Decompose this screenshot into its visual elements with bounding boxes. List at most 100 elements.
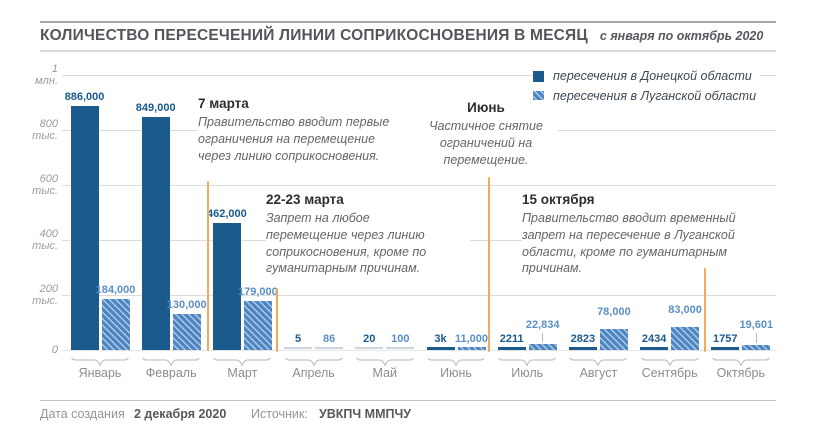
month-label: Сентябрь xyxy=(641,366,698,380)
month-label: Январь xyxy=(78,366,122,380)
annotation-22-23-march: 22-23 марта Запрет на любое перемещение … xyxy=(266,192,470,286)
page-title: КОЛИЧЕСТВО ПЕРЕСЕЧЕНИЙ ЛИНИИ СОПРИКОСНОВ… xyxy=(40,27,588,44)
bar-donetsk xyxy=(212,222,241,350)
bar-donetsk xyxy=(640,347,669,350)
month-label: Август xyxy=(579,366,618,380)
event-timeline-line xyxy=(703,268,707,352)
legend-item-luhansk: пересечения в Луганской области xyxy=(533,86,756,106)
gridline xyxy=(62,294,776,296)
gridline xyxy=(62,74,776,76)
value-label-luhansk: 130,000 xyxy=(166,299,207,312)
month-brace-icon xyxy=(356,355,414,367)
month-brace-icon xyxy=(284,355,343,367)
annotation-text: Запрет на любое перемещение через линию … xyxy=(266,211,427,276)
value-label-luhansk: 184,000 xyxy=(95,284,136,297)
bar-luhansk xyxy=(172,314,201,350)
value-label-donetsk: 886,000 xyxy=(64,91,105,104)
legend-label: пересечения в Донецкой области xyxy=(553,69,752,83)
value-label-donetsk: 2434 xyxy=(641,333,667,345)
zero-bar-marker xyxy=(315,347,344,349)
month-brace-icon xyxy=(498,355,556,367)
legend-swatch-solid-icon xyxy=(533,70,544,82)
annotation-text: Правительство вводит временный запрет на… xyxy=(522,211,736,276)
annotation-date: 15 октября xyxy=(522,192,595,207)
footer-rule xyxy=(40,400,776,401)
annotation-text: Правительство вводит первые ограничения … xyxy=(198,115,390,163)
month-brace-icon xyxy=(427,355,485,367)
value-label-luhansk: 86 xyxy=(322,333,336,345)
value-label-donetsk: 462,000 xyxy=(207,207,247,220)
bar-luhansk xyxy=(528,343,557,350)
legend-swatch-hatched-icon xyxy=(533,90,544,102)
value-label-luhansk: 78,000 xyxy=(597,305,631,318)
value-label-donetsk: 1757 xyxy=(713,333,738,345)
y-axis-tick-label: 400 тыс. xyxy=(32,228,58,252)
value-label-donetsk: 5 xyxy=(295,333,302,345)
bar-donetsk xyxy=(568,347,597,350)
event-timeline-line xyxy=(487,177,491,352)
value-label-luhansk: 83,000 xyxy=(668,304,702,317)
annotation-15-october: 15 октября Правительство вводит временны… xyxy=(522,192,780,290)
y-axis-tick-label: 1 млн. xyxy=(35,63,58,87)
label-connector xyxy=(542,333,544,342)
annotation-date: Июнь xyxy=(467,100,505,115)
month-brace-icon xyxy=(712,355,770,367)
header: КОЛИЧЕСТВО ПЕРЕСЕЧЕНИЙ ЛИНИИ СОПРИКОСНОВ… xyxy=(40,27,780,45)
value-label-luhansk: 11,000 xyxy=(454,333,489,345)
annotation-date: 22-23 марта xyxy=(266,192,344,207)
value-label-donetsk: 3k xyxy=(434,333,447,345)
bar-luhansk xyxy=(101,299,130,350)
annotation-june: Июнь Частичное снятие ограничений на пер… xyxy=(414,100,558,170)
footer-source-value: УВКПЧ ММПЧУ xyxy=(319,407,412,421)
gridline xyxy=(62,184,776,186)
label-connector xyxy=(755,333,757,343)
zero-bar-marker xyxy=(284,347,313,349)
title-rule xyxy=(40,50,776,52)
bar-donetsk xyxy=(497,347,526,350)
bar-luhansk xyxy=(599,328,628,350)
annotation-text: Частичное снятие ограничений на перемеще… xyxy=(429,119,543,167)
zero-bar-marker xyxy=(386,347,415,349)
bar-luhansk xyxy=(742,344,771,350)
page-subtitle: с января по октябрь 2020 xyxy=(599,29,764,43)
value-label-luhansk: 179,000 xyxy=(238,285,278,298)
bar-luhansk xyxy=(671,327,700,350)
value-label-donetsk: 849,000 xyxy=(135,101,176,114)
event-timeline-line xyxy=(206,181,210,351)
month-brace-icon xyxy=(640,355,699,367)
bar-donetsk xyxy=(70,106,99,350)
zero-bar-marker xyxy=(355,347,384,349)
y-axis-tick-label: 800 тыс. xyxy=(32,118,58,142)
month-brace-icon xyxy=(142,355,200,367)
month-brace-icon xyxy=(213,355,272,367)
event-timeline-line xyxy=(275,288,279,352)
annotation-date: 7 марта xyxy=(198,96,249,111)
value-label-luhansk: 100 xyxy=(391,333,410,345)
value-label-luhansk: 19,601 xyxy=(739,319,774,331)
y-axis-tick-label: 200 тыс. xyxy=(32,283,58,307)
month-label: Май xyxy=(372,366,398,380)
month-brace-icon xyxy=(569,355,628,367)
bar-donetsk xyxy=(426,347,455,350)
value-label-donetsk: 20 xyxy=(363,333,376,345)
bar-donetsk xyxy=(141,116,170,350)
value-label-donetsk: 2823 xyxy=(570,333,596,345)
bar-donetsk xyxy=(711,347,740,350)
month-label: Октябрь xyxy=(716,366,766,380)
footer-created-label: Дата создания xyxy=(40,407,125,421)
footer-source-label: Источник: xyxy=(251,407,308,421)
month-label: Июль xyxy=(511,366,544,380)
top-rule xyxy=(40,21,776,23)
month-label: Июнь xyxy=(440,366,472,380)
gridline xyxy=(62,349,776,351)
month-label: Февраль xyxy=(145,366,197,380)
y-axis-tick-label: 600 тыс. xyxy=(32,173,58,197)
legend-item-donetsk: пересечения в Донецкой области xyxy=(533,66,756,86)
annotation-7-march: 7 марта Правительство вводит первые огра… xyxy=(198,96,420,170)
legend: пересечения в Донецкой области пересечен… xyxy=(533,64,761,108)
month-brace-icon xyxy=(71,355,129,367)
value-label-donetsk: 2211 xyxy=(499,333,524,345)
month-label: Март xyxy=(227,366,258,380)
